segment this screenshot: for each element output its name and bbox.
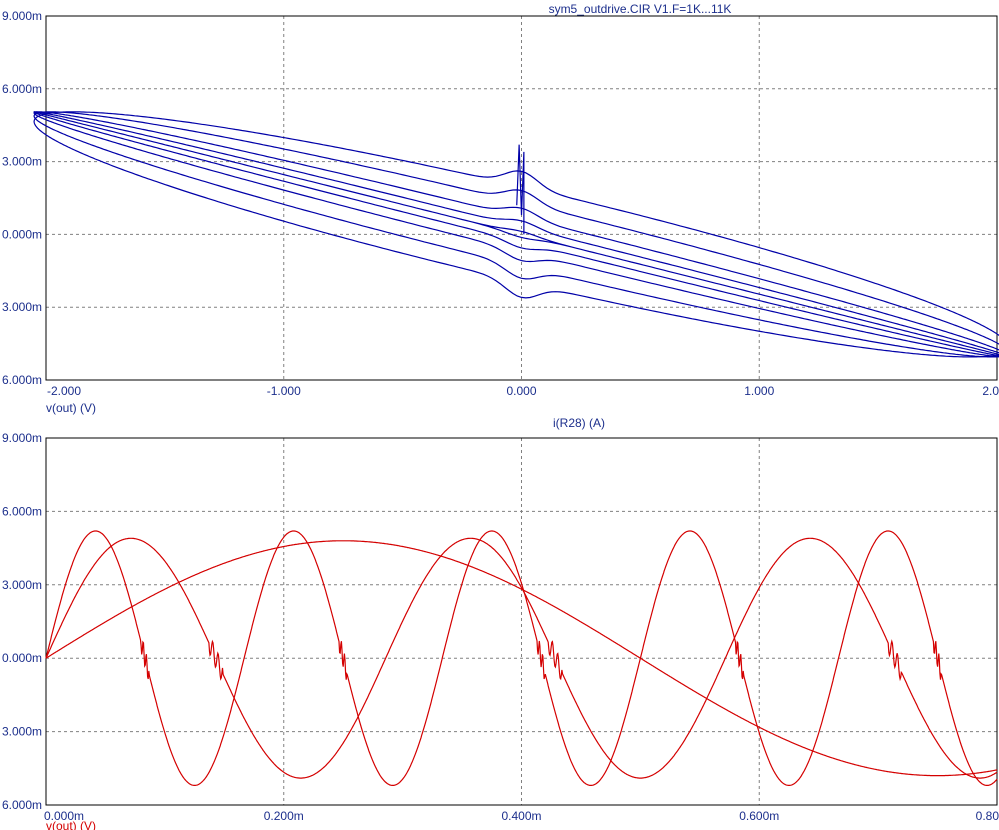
top-chart: sym5_outdrive.CIR V1.F=1K...11K 9.000m 6.… — [2, 2, 999, 415]
bottom-chart: i(R28) (A) 9.000m 6.000m 3.000m 0.000m 3.000… — [2, 416, 999, 830]
y-tick-label: 3.000m — [2, 725, 42, 739]
bottom-y-ticks: 9.000m 6.000m 3.000m 0.000m 3.000m 6.000m — [2, 431, 42, 812]
bottom-series-group — [45, 530, 998, 786]
x-tick-label: 0.400m — [501, 809, 541, 823]
x-tick-label: 1.000 — [744, 384, 774, 398]
x-tick-label: 0.80 — [976, 809, 999, 823]
bottom-x-ticks: 0.000m 0.200m 0.400m 0.600m 0.80 — [44, 809, 999, 823]
y-tick-label: 9.000m — [2, 431, 42, 445]
bottom-plot-frame — [45, 437, 998, 806]
x-tick-label: 0.000m — [44, 809, 84, 823]
y-tick-label: 3.000m — [2, 155, 42, 169]
top-y-ticks: 9.000m 6.000m 3.000m 0.000m 3.000m 6.000m — [2, 9, 42, 387]
loop-series-2 — [33, 111, 999, 357]
y-tick-label: 3.000m — [2, 300, 42, 314]
top-series-group — [33, 111, 999, 358]
y-tick-label: 9.000m — [2, 9, 42, 23]
x-tick-label: -1.000 — [267, 384, 301, 398]
y-tick-label: 6.000m — [2, 373, 42, 387]
top-x-ticks: -2.000 -1.000 0.000 1.000 2.0 — [47, 384, 999, 398]
y-tick-label: 0.000m — [2, 227, 42, 241]
y-tick-label: 6.000m — [2, 798, 42, 812]
loop-series-4 — [33, 111, 999, 358]
bottom-grid — [46, 438, 997, 805]
chart-title: sym5_outdrive.CIR V1.F=1K...11K — [549, 2, 732, 16]
glitch-spike — [516, 144, 525, 235]
x-tick-label: -2.000 — [47, 384, 81, 398]
y-tick-label: 6.000m — [2, 82, 42, 96]
x-tick-label: 0.200m — [264, 809, 304, 823]
x-tick-label: 2.0 — [982, 384, 999, 398]
waveform-series-1 — [45, 540, 998, 777]
top-plot-frame — [45, 15, 998, 381]
top-x-axis-label: v(out) (V) — [46, 401, 96, 415]
loop-series-5 — [33, 111, 999, 358]
y-tick-label: 3.000m — [2, 578, 42, 592]
bottom-x-axis-label: v(out) (V) — [46, 819, 96, 830]
y-tick-label: 6.000m — [2, 504, 42, 518]
bottom-chart-title: i(R28) (A) — [553, 416, 605, 430]
loop-series-1 — [34, 111, 999, 356]
x-tick-label: 0.600m — [739, 809, 779, 823]
waveform-series-3 — [45, 530, 998, 786]
x-tick-label: 0.000 — [506, 384, 536, 398]
waveform-series-2 — [45, 537, 998, 779]
y-tick-label: 0.000m — [2, 651, 42, 665]
